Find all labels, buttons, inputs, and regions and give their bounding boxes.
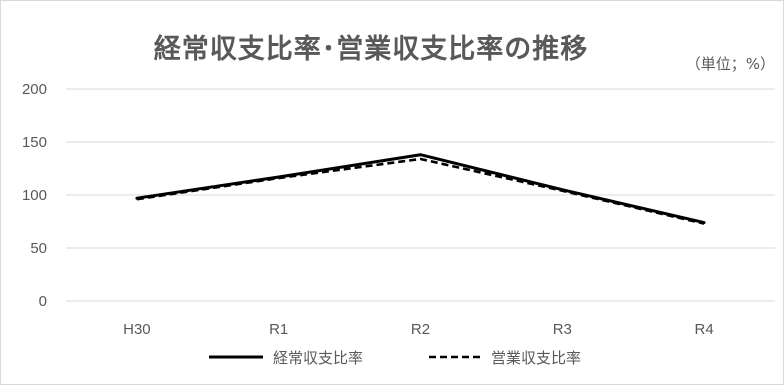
y-tick-label: 150 xyxy=(22,134,47,151)
series-line-1 xyxy=(137,155,704,223)
y-tick-label: 0 xyxy=(39,293,47,310)
x-tick-label: R1 xyxy=(269,321,288,338)
y-tick-label: 200 xyxy=(22,81,47,98)
x-tick-label: H30 xyxy=(123,321,151,338)
legend-label-1: 経常収支比率 xyxy=(273,349,363,367)
x-tick-label: R3 xyxy=(553,321,572,338)
x-tick-label: R4 xyxy=(695,321,714,338)
y-tick-label: 50 xyxy=(30,240,47,257)
series-line-2 xyxy=(137,159,704,224)
y-tick-label: 100 xyxy=(22,187,47,204)
legend-label-2: 営業収支比率 xyxy=(491,349,581,367)
x-tick-label: R2 xyxy=(411,321,430,338)
